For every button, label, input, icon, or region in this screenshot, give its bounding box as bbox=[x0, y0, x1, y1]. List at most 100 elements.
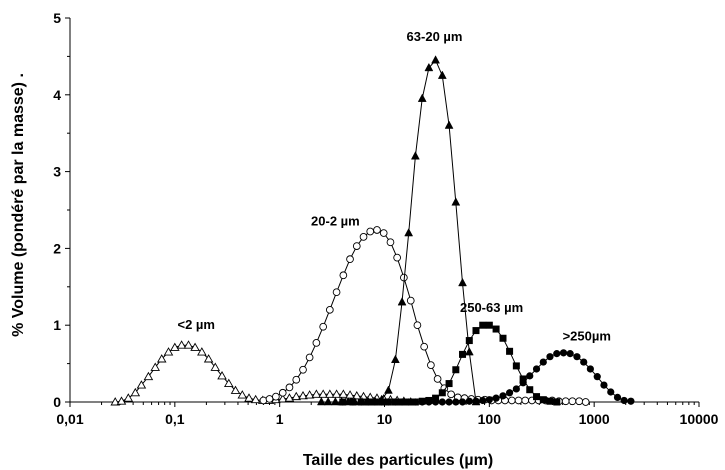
data-point bbox=[404, 228, 414, 237]
data-point bbox=[465, 337, 473, 345]
x-tick-label: 0,01 bbox=[56, 411, 83, 427]
data-point bbox=[230, 385, 241, 394]
data-point bbox=[136, 380, 147, 389]
y-tick-label: 3 bbox=[53, 164, 61, 180]
data-point bbox=[418, 398, 426, 406]
data-point bbox=[600, 381, 608, 389]
series-layer bbox=[110, 55, 635, 406]
data-point bbox=[217, 370, 227, 380]
data-point bbox=[325, 305, 334, 314]
data-point bbox=[432, 394, 440, 402]
y-tick-label: 0 bbox=[53, 394, 61, 410]
data-point bbox=[163, 347, 174, 356]
data-point bbox=[250, 394, 261, 404]
labels-layer: <2 µm 20-2 µm 63-20 µm 250-63 µm >250µm bbox=[177, 29, 610, 344]
data-point bbox=[593, 373, 601, 381]
data-point bbox=[410, 151, 420, 160]
y-tick-label: 5 bbox=[53, 10, 61, 26]
data-point bbox=[459, 350, 467, 358]
data-point bbox=[506, 347, 514, 355]
data-point bbox=[332, 288, 341, 297]
y-tick-label: 2 bbox=[53, 240, 61, 256]
data-point bbox=[203, 354, 214, 363]
data-point bbox=[580, 358, 588, 366]
data-point bbox=[237, 390, 248, 399]
data-point bbox=[458, 277, 467, 287]
series-line bbox=[263, 229, 586, 403]
data-point bbox=[417, 93, 427, 102]
series-label-63-20-m: 63-20 µm bbox=[407, 29, 463, 44]
series-label-250-m: >250µm bbox=[563, 329, 611, 344]
data-point bbox=[319, 322, 328, 331]
data-point bbox=[427, 361, 435, 369]
data-point bbox=[123, 393, 134, 402]
data-point bbox=[197, 347, 207, 356]
data-point bbox=[451, 197, 461, 206]
data-point bbox=[345, 390, 355, 399]
data-point bbox=[573, 353, 581, 361]
data-point bbox=[546, 397, 554, 405]
data-point bbox=[373, 226, 381, 234]
data-point bbox=[512, 362, 520, 370]
y-tick-label: 1 bbox=[53, 317, 61, 333]
data-point bbox=[352, 242, 361, 250]
data-point bbox=[292, 375, 301, 384]
data-point bbox=[339, 398, 347, 406]
data-point bbox=[110, 397, 120, 406]
data-point bbox=[299, 365, 307, 374]
data-point bbox=[532, 365, 541, 373]
data-point bbox=[508, 396, 516, 405]
data-point bbox=[359, 233, 368, 241]
data-point bbox=[431, 398, 440, 406]
data-point bbox=[284, 393, 295, 402]
data-point bbox=[298, 390, 308, 400]
data-point bbox=[318, 389, 328, 398]
data-point bbox=[311, 389, 322, 398]
x-tick-label: 1 bbox=[276, 411, 284, 427]
data-point bbox=[627, 397, 635, 405]
data-point bbox=[464, 347, 474, 356]
data-point bbox=[391, 398, 399, 406]
data-point bbox=[553, 350, 561, 358]
data-point bbox=[447, 390, 455, 399]
data-point bbox=[338, 389, 349, 398]
data-point bbox=[458, 398, 467, 406]
series-1-2-m bbox=[110, 340, 416, 406]
data-point bbox=[519, 375, 527, 383]
data-point bbox=[325, 389, 335, 398]
data-point bbox=[366, 227, 375, 236]
data-point bbox=[465, 397, 473, 405]
data-point bbox=[472, 327, 480, 335]
x-axis-title: Taille des particules (µm) bbox=[303, 452, 493, 469]
data-point bbox=[613, 393, 622, 401]
data-point bbox=[406, 296, 415, 305]
data-point bbox=[278, 388, 287, 397]
data-point bbox=[285, 383, 294, 392]
data-point bbox=[472, 397, 480, 405]
data-point bbox=[176, 340, 187, 349]
series-5-250-m bbox=[339, 349, 635, 406]
data-point bbox=[291, 391, 302, 401]
data-point bbox=[405, 398, 413, 406]
data-point bbox=[444, 120, 454, 129]
data-point bbox=[116, 396, 127, 405]
data-point bbox=[386, 238, 395, 247]
data-point bbox=[492, 394, 500, 402]
data-point bbox=[539, 358, 547, 366]
data-point bbox=[559, 349, 568, 357]
x-tick-label: 10000 bbox=[680, 411, 719, 427]
series-2-20-2-m bbox=[259, 226, 590, 406]
data-point bbox=[499, 392, 507, 400]
data-point bbox=[566, 350, 574, 358]
data-point bbox=[492, 325, 500, 333]
data-point bbox=[384, 398, 393, 406]
data-point bbox=[393, 253, 401, 262]
data-point bbox=[244, 393, 254, 402]
data-point bbox=[586, 365, 594, 373]
data-point bbox=[364, 398, 372, 406]
data-point bbox=[378, 398, 386, 406]
data-point bbox=[431, 55, 440, 64]
data-point bbox=[581, 398, 590, 406]
data-point bbox=[331, 389, 342, 398]
